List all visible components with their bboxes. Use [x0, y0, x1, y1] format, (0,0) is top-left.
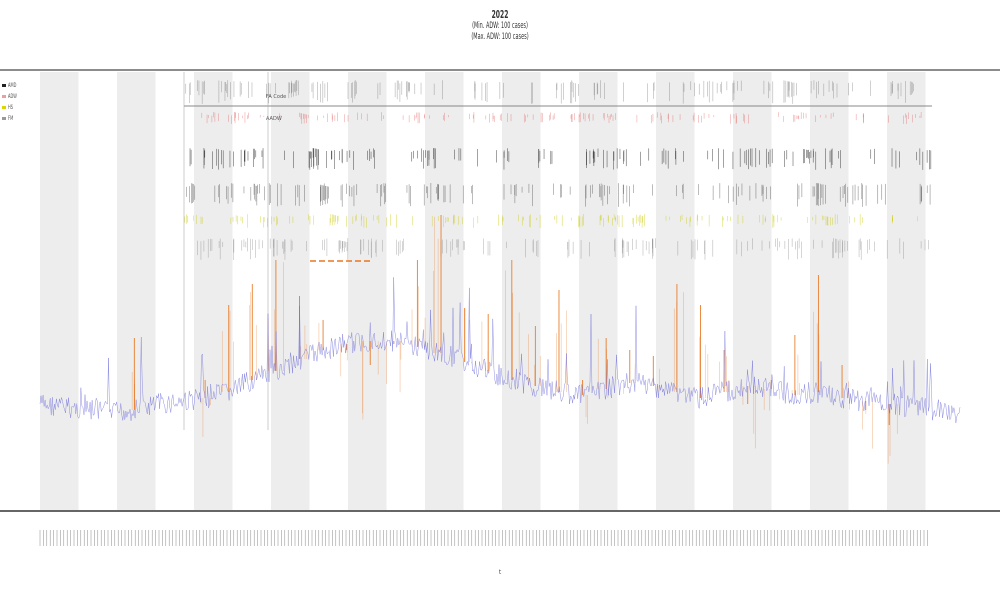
- x-axis-label: t: [499, 569, 502, 576]
- legend-item: ADW: [2, 91, 23, 102]
- shaded-band: [810, 72, 849, 510]
- shaded-bands: [40, 72, 926, 510]
- chart-subtitle-1: (Min. ADW: 100 cases): [472, 21, 528, 32]
- legend-swatch: [2, 117, 6, 120]
- shaded-band: [271, 72, 310, 510]
- event-markers: [183, 72, 932, 430]
- legend-swatch: [2, 106, 6, 109]
- legend: AMD ADW HS FM: [2, 80, 23, 124]
- legend-item: HS: [2, 102, 23, 113]
- legend-label: HS: [8, 104, 13, 111]
- orange-series: [131, 215, 898, 464]
- chart-subtitle-2: (Max. ADW: 100 cases): [471, 31, 529, 42]
- shaded-band: [117, 72, 156, 510]
- blue-series-line: [39, 277, 961, 423]
- shaded-band: [733, 72, 772, 510]
- legend-item: FM: [2, 113, 23, 124]
- x-tick-labels: [39, 530, 928, 546]
- shaded-band: [656, 72, 695, 510]
- shaded-band: [348, 72, 387, 510]
- annotation-label-1: FA Code: [266, 94, 286, 100]
- shaded-band: [502, 72, 541, 510]
- shaded-band: [579, 72, 618, 510]
- shaded-band: [887, 72, 926, 510]
- legend-label: FM: [8, 115, 14, 122]
- shaded-band: [425, 72, 464, 510]
- shaded-band: [40, 72, 79, 510]
- legend-label: AMD: [8, 82, 17, 89]
- annotation-label-2: AADW: [266, 116, 282, 122]
- legend-label: ADW: [8, 93, 17, 100]
- shaded-band: [194, 72, 233, 510]
- chart-title-block: 2022 (Min. ADW: 100 cases) (Max. ADW: 10…: [440, 8, 560, 43]
- chart-title: 2022: [491, 8, 509, 21]
- legend-item: AMD: [2, 80, 23, 91]
- legend-swatch: [2, 95, 6, 98]
- legend-swatch: [2, 84, 6, 87]
- blue-series: [39, 277, 961, 423]
